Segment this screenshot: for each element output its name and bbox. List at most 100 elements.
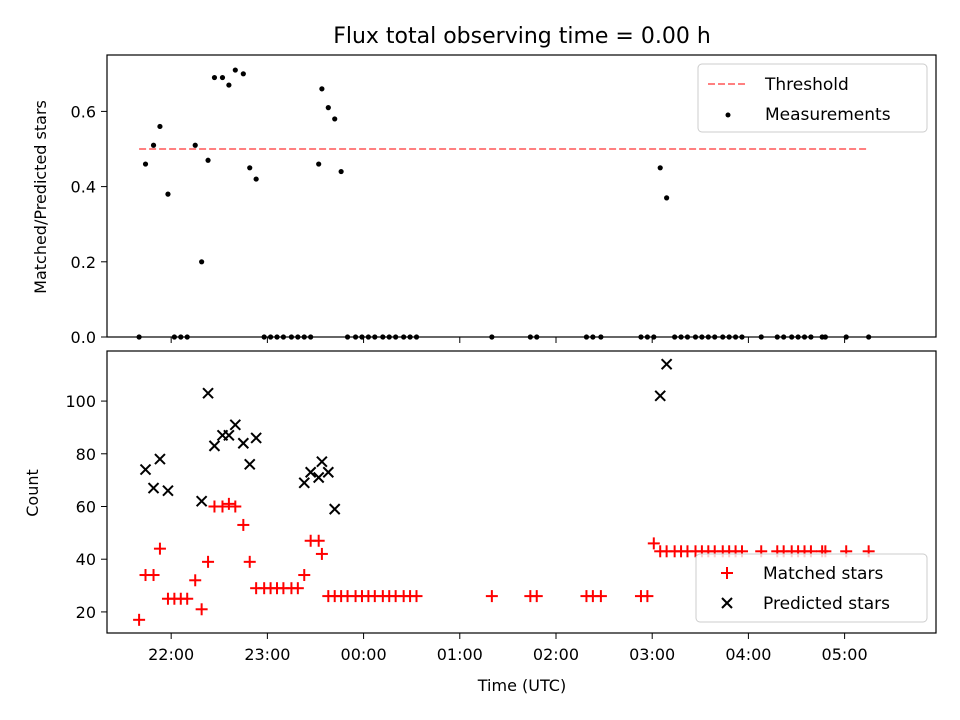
matched-star-point	[312, 534, 325, 547]
matched-star-point	[133, 613, 146, 626]
predicted-star-point	[208, 440, 221, 452]
predicted-star-point	[154, 453, 166, 465]
measurement-point	[247, 165, 253, 171]
predicted-star-point	[660, 358, 673, 370]
predicted-star-point	[223, 429, 235, 442]
predicted-star-point	[202, 387, 214, 399]
matched-star-point	[315, 547, 328, 560]
matched-star-point	[222, 497, 235, 510]
measurement-point	[325, 105, 331, 111]
measurement-point	[165, 191, 171, 197]
predicted-star-point	[316, 455, 328, 468]
measurement-point	[232, 67, 238, 73]
bottom-x-tick-label: 23:00	[244, 645, 290, 664]
bottom-y-tick-label: 40	[76, 550, 96, 569]
measurement-point	[240, 71, 246, 77]
measurement-point	[657, 165, 663, 171]
top-x-ticks	[170, 337, 846, 343]
measurement-point	[332, 116, 338, 122]
bottom-x-tick-label: 05:00	[822, 645, 868, 664]
bottom-x-ticks: 22:00 23:00 00:00 01:00 02:00 03:00 04:00 05:00	[148, 633, 868, 664]
top-plot-marks	[136, 67, 872, 340]
legend-measurements-swatch	[725, 112, 731, 118]
bottom-axes-frame	[106, 350, 937, 634]
legend-measurements-label: Measurements	[765, 105, 891, 125]
matched-star-point	[216, 500, 229, 513]
measurement-point	[205, 157, 211, 163]
top-axes-frame	[106, 54, 937, 338]
matched-star-point	[229, 500, 242, 513]
matched-star-point	[153, 542, 166, 555]
predicted-star-point	[329, 503, 341, 515]
bottom-y-tick-label: 80	[76, 445, 96, 464]
bottom-y-tick-label: 100	[65, 392, 96, 411]
x-axis-label: Time (UTC)	[477, 676, 566, 695]
predicted-star-point	[195, 495, 208, 507]
matched-star-point	[189, 574, 202, 587]
matched-star-point	[410, 590, 423, 603]
legend-predicted-label: Predicted stars	[763, 594, 890, 614]
bottom-x-tick-label: 02:00	[533, 645, 579, 664]
chart-title: Flux total observing time = 0.00 h	[333, 24, 711, 49]
matched-star-point	[147, 569, 160, 582]
predicted-star-point	[312, 471, 325, 484]
measurement-point	[142, 161, 149, 167]
measurement-point	[157, 123, 163, 130]
predicted-star-point	[298, 477, 310, 489]
bottom-x-tick-label: 00:00	[341, 645, 387, 664]
bottom-y-tick-label: 20	[76, 603, 96, 622]
matched-star-point	[485, 590, 498, 603]
measurement-point	[199, 259, 205, 265]
matched-star-point	[195, 603, 208, 616]
bottom-y-tick-label: 60	[76, 497, 96, 516]
predicted-star-point	[244, 458, 256, 471]
top-y-tick-label: 0.4	[71, 178, 96, 197]
bottom-legend: Matched stars Predicted stars	[695, 553, 928, 623]
matched-star-point	[202, 555, 215, 568]
legend-predicted-swatch	[721, 597, 733, 609]
measurement-point	[338, 168, 344, 175]
top-panel: Flux total observing time = 0.00 h Match…	[31, 24, 937, 347]
predicted-star-point	[250, 432, 262, 444]
matched-star-point	[291, 582, 304, 595]
matched-star-point	[530, 590, 543, 603]
top-legend: Threshold Measurements	[697, 63, 928, 133]
top-legend-box	[697, 63, 928, 133]
bottom-y-ticks: 20 40 60 80 100	[65, 392, 107, 622]
legend-threshold-label: Threshold	[764, 75, 849, 95]
legend-matched-label: Matched stars	[763, 564, 883, 584]
measurement-point	[253, 176, 259, 182]
bottom-x-tick-label: 01:00	[437, 645, 483, 664]
measurement-point	[150, 142, 157, 148]
top-y-tick-label: 0.0	[71, 328, 96, 347]
predicted-star-point	[147, 482, 160, 494]
measurement-point	[664, 195, 670, 201]
matched-star-point	[647, 537, 660, 550]
matched-star-point	[594, 590, 607, 603]
bottom-legend-box	[695, 553, 928, 623]
measurement-point	[226, 82, 232, 88]
measurement-point	[316, 161, 322, 167]
bottom-plot-marks	[133, 358, 875, 626]
bottom-x-tick-label: 04:00	[725, 645, 771, 664]
predicted-star-point	[162, 484, 174, 497]
bottom-x-tick-label: 22:00	[148, 645, 194, 664]
predicted-star-point	[139, 463, 152, 476]
bottom-panel: Count Time (UTC) 20 40 60 80 100 22:00 23:00 0…	[23, 350, 937, 695]
predicted-star-point	[654, 390, 666, 402]
matched-star-point	[641, 590, 654, 603]
matched-star-point	[181, 592, 194, 605]
predicted-star-point	[229, 419, 242, 431]
predicted-star-point	[304, 466, 317, 478]
legend-matched-swatch	[721, 567, 733, 579]
measurement-point	[319, 86, 325, 92]
measurement-point	[219, 74, 226, 81]
bottom-y-axis-label: Count	[23, 469, 42, 517]
top-y-ticks: 0.0 0.2 0.4 0.6	[71, 102, 107, 347]
matched-star-point	[237, 518, 250, 531]
top-y-tick-label: 0.2	[71, 253, 96, 272]
predicted-star-point	[322, 466, 335, 478]
measurement-point	[211, 74, 218, 81]
bottom-x-tick-label: 03:00	[629, 645, 675, 664]
